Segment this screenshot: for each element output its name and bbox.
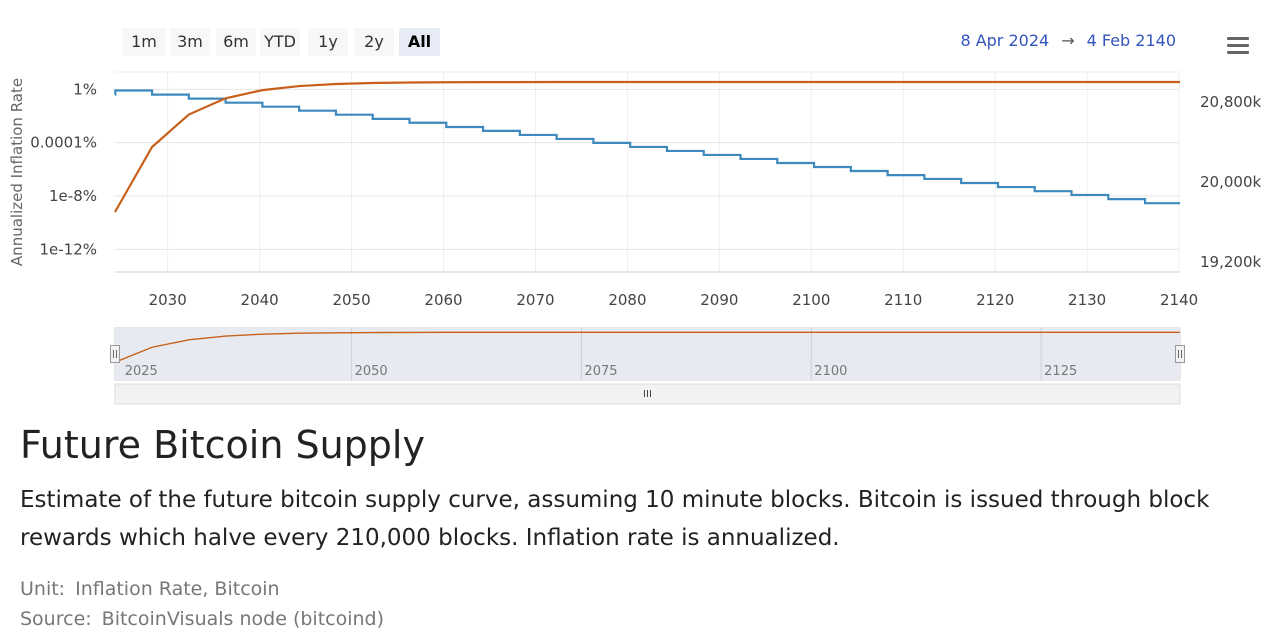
- hamburger-menu-icon[interactable]: [1226, 37, 1250, 55]
- source-label: Source:: [20, 608, 92, 630]
- x-tick-label: 2030: [149, 291, 187, 309]
- range-button-1y[interactable]: 1y: [308, 28, 348, 56]
- y-right-tick-label: 20,000k: [1200, 173, 1261, 191]
- navigator-tick-label: 2050: [355, 364, 388, 379]
- range-button-1m[interactable]: 1m: [122, 28, 166, 56]
- x-tick-label: 2120: [976, 291, 1014, 309]
- inflation-rate-line: [114, 89, 1180, 205]
- navigator-supply-line: [114, 331, 1181, 363]
- bitcoin-supply-line: [114, 80, 1181, 213]
- x-tick-label: 2100: [792, 291, 830, 309]
- y-axis-left-label: Annualized Inflation Rate: [8, 78, 26, 266]
- y-left-tick-label: 0.0001%: [30, 134, 97, 152]
- source-line: Source: BitcoinVisuals node (bitcoind): [20, 608, 384, 630]
- source-value: BitcoinVisuals node (bitcoind): [101, 608, 385, 630]
- navigator-handle-right[interactable]: [1175, 345, 1185, 363]
- y-right-tick-label: 20,800k: [1200, 93, 1261, 111]
- y-left-tick-label: 1e-12%: [39, 240, 97, 258]
- chart-description: Estimate of the future bitcoin supply cu…: [20, 487, 1210, 551]
- date-range: 8 Apr 2024 → 4 Feb 2140: [930, 31, 1176, 50]
- chart: Annualized Inflation Rate 1% 0.0001% 1e-8%…: [8, 71, 1261, 405]
- x-tick-label: 2050: [332, 291, 370, 309]
- range-button-2y[interactable]: 2y: [354, 28, 394, 56]
- navigator-series: [114, 331, 1181, 363]
- navigator-tick-label: 2125: [1044, 364, 1077, 379]
- x-tick-label: 2040: [241, 291, 279, 309]
- plot-background: [115, 72, 1180, 272]
- x-tick-label: 2140: [1160, 291, 1198, 309]
- y-axis-left-ticks: 1% 0.0001% 1e-8% 1e-12%: [30, 80, 97, 258]
- range-button-ytd[interactable]: YTD: [260, 28, 300, 56]
- navigator-grid: 2025 2050 2075 2100 2125: [125, 328, 1077, 380]
- date-to[interactable]: 4 Feb 2140: [1086, 31, 1176, 50]
- range-button-6m[interactable]: 6m: [216, 28, 256, 56]
- x-tick-label: 2110: [884, 291, 922, 309]
- x-tick-label: 2070: [516, 291, 554, 309]
- unit-value: Inflation Rate, Bitcoin: [75, 578, 280, 600]
- range-button-all[interactable]: All: [399, 28, 440, 56]
- navigator-tick-label: 2025: [125, 364, 158, 379]
- navigator-mask: [115, 328, 1180, 380]
- y-right-tick-label: 19,200k: [1200, 253, 1261, 271]
- date-from[interactable]: 8 Apr 2024: [960, 31, 1050, 50]
- navigator-handle-left[interactable]: [110, 345, 120, 363]
- x-tick-label: 2080: [608, 291, 646, 309]
- navigator-tick-label: 2100: [814, 364, 847, 379]
- date-range-arrow: →: [1061, 31, 1075, 50]
- unit-label: Unit:: [20, 578, 66, 600]
- x-axis-ticks: 2030 2040 2050 2060 2070 2080 2090 2100 2110 2120…: [149, 291, 1199, 309]
- unit-line: Unit: Inflation Rate, Bitcoin: [20, 578, 280, 600]
- navigator-tick-label: 2075: [584, 364, 617, 379]
- navigator-scrollbar[interactable]: [114, 383, 1181, 405]
- y-left-tick-label: 1%: [73, 80, 97, 98]
- range-button-3m[interactable]: 3m: [170, 28, 210, 56]
- x-tick-label: 2130: [1068, 291, 1106, 309]
- x-tick-label: 2090: [700, 291, 738, 309]
- plot-grid: [115, 71, 1180, 273]
- page-title: Future Bitcoin Supply: [20, 423, 425, 467]
- y-left-tick-label: 1e-8%: [49, 187, 97, 205]
- y-axis-right-ticks: 20,800k 20,000k 19,200k: [1200, 93, 1261, 271]
- x-tick-label: 2060: [424, 291, 462, 309]
- series-layer: [114, 80, 1181, 213]
